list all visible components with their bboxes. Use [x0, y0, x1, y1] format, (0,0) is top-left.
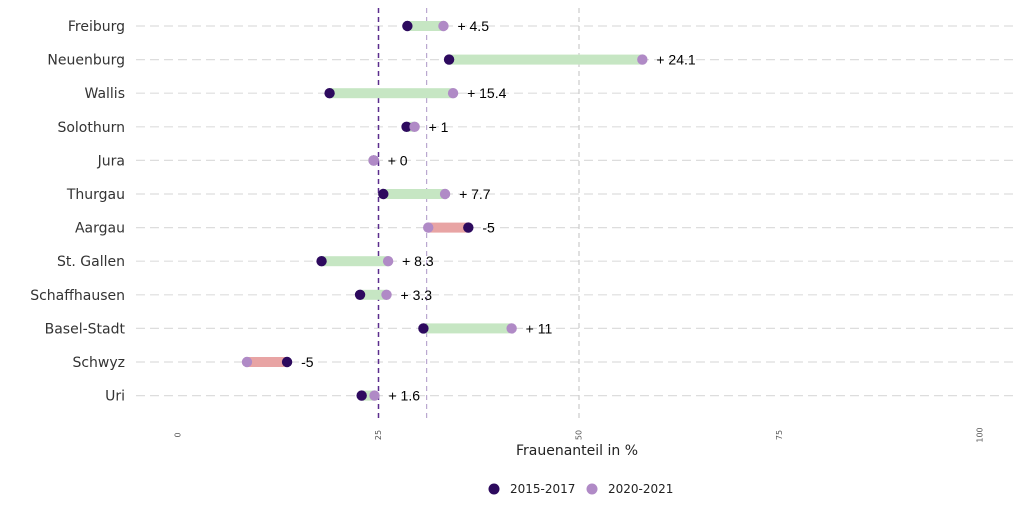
- category-label: Uri: [105, 389, 125, 405]
- difference-label: + 7.7: [459, 186, 491, 202]
- difference-bar: [383, 189, 446, 199]
- category-label: Basel-Stadt: [45, 321, 126, 337]
- point-2015-2017: [316, 256, 327, 267]
- difference-bar: [449, 54, 643, 65]
- point-2015-2017: [401, 121, 412, 132]
- difference-label: -5: [301, 354, 314, 370]
- difference-bar: [360, 289, 387, 300]
- reference-lines: [377, 8, 580, 418]
- point-2015-2017: [402, 20, 413, 32]
- point-2015-2017: [354, 289, 366, 300]
- legend: 2015-2017 2020-2021: [488, 482, 673, 496]
- category-label: Wallis: [85, 86, 126, 102]
- category-labels: Freiburg Neuenburg Wallis Solothurn Jura Thur…: [30, 19, 125, 405]
- category-label: Jura: [97, 153, 125, 169]
- point-2015-2017: [324, 88, 335, 99]
- legend-label: 2015-2017: [510, 482, 575, 496]
- difference-label: + 4.5: [457, 18, 489, 34]
- difference-bar: [428, 222, 469, 233]
- x-tick-label: 0: [174, 432, 183, 437]
- x-tick-labels: 0 25 50 75 100: [174, 427, 985, 442]
- point-2015-2017: [463, 222, 474, 233]
- difference-label: + 8.3: [402, 253, 434, 269]
- point-2015-2017: [356, 390, 367, 401]
- difference-labels: + 4.5 + 24.1 + 15.4 + 1 + 0 + 7.7 -5 + 8.3 + 3.3…: [301, 18, 696, 404]
- point-2015-2017: [378, 188, 389, 200]
- x-tick-label: 100: [976, 427, 985, 442]
- grid-lines: [136, 25, 1018, 397]
- difference-label: + 11: [526, 320, 553, 336]
- category-label: Neuenburg: [47, 53, 125, 69]
- difference-label: + 15.4: [467, 85, 507, 101]
- category-label: Schaffhausen: [30, 288, 125, 304]
- difference-label: -5: [482, 220, 495, 236]
- point-2015-2017: [281, 356, 293, 368]
- point-2020-2021: [381, 289, 392, 300]
- difference-bar: [321, 256, 389, 267]
- point-2020-2021: [637, 54, 648, 65]
- difference-label: + 1: [429, 119, 449, 135]
- point-2020-2021: [438, 20, 449, 32]
- category-label: Freiburg: [68, 19, 125, 35]
- difference-label: + 0: [388, 152, 408, 168]
- difference-bar: [423, 323, 512, 334]
- category-label: Aargau: [75, 221, 125, 237]
- difference-bar: [246, 357, 288, 367]
- point-2015-2017: [418, 323, 429, 334]
- difference-label: + 24.1: [656, 52, 696, 68]
- point-2020-2021: [368, 155, 379, 166]
- x-tick-label: 75: [775, 430, 784, 440]
- point-2020-2021: [241, 356, 253, 368]
- legend-marker: [586, 483, 598, 495]
- point-2020-2021: [447, 88, 459, 99]
- point-2020-2021: [409, 121, 420, 132]
- x-tick-label: 25: [374, 430, 383, 440]
- category-label: St. Gallen: [57, 254, 125, 270]
- point-2020-2021: [506, 323, 517, 334]
- point-2020-2021: [369, 390, 380, 401]
- data-points: [241, 20, 648, 401]
- point-2020-2021: [423, 222, 434, 233]
- category-label: Thurgau: [66, 187, 125, 203]
- difference-label: + 1.6: [388, 388, 420, 404]
- legend-label: 2020-2021: [608, 482, 673, 496]
- difference-bar: [361, 390, 375, 401]
- x-axis-title: Frauenanteil in %: [516, 443, 638, 459]
- difference-bar: [329, 88, 454, 99]
- category-label: Schwyz: [72, 355, 125, 371]
- difference-bars: [246, 21, 643, 401]
- category-label: Solothurn: [57, 120, 125, 136]
- x-tick-label: 50: [575, 430, 584, 440]
- difference-bar: [407, 21, 444, 31]
- point-2015-2017: [443, 54, 455, 65]
- legend-marker: [488, 483, 500, 495]
- point-2020-2021: [382, 256, 394, 267]
- difference-label: + 3.3: [401, 287, 433, 303]
- point-2020-2021: [439, 188, 451, 200]
